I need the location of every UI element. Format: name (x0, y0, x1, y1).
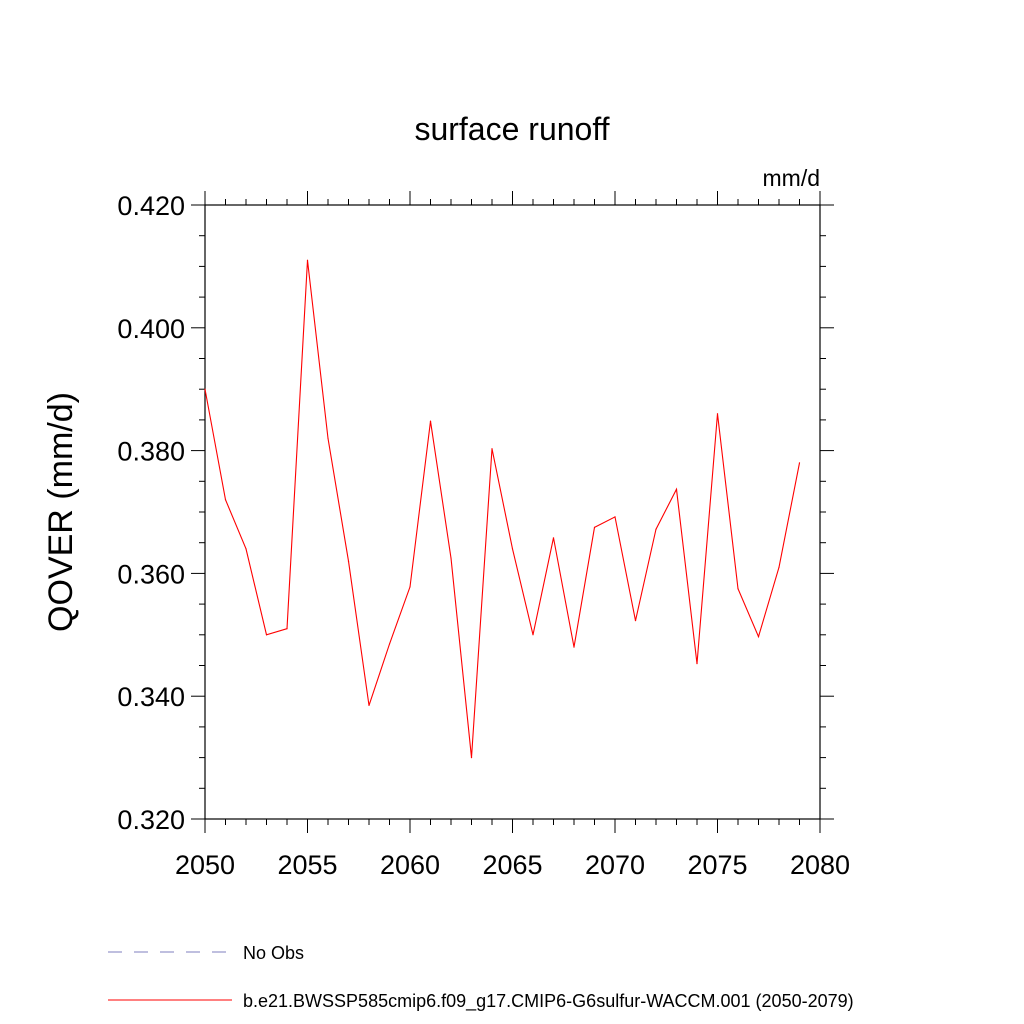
data-point (737, 588, 739, 590)
data-point (306, 259, 309, 261)
y-tick-label: 0.360 (117, 559, 185, 589)
series-layer (204, 259, 801, 759)
series-line (204, 260, 801, 758)
legend-label: b.e21.BWSSP585cmip6.f09_g17.CMIP6-G6sulf… (243, 991, 854, 1012)
data-point (716, 413, 719, 415)
data-point (675, 488, 678, 490)
x-tick-label: 2075 (687, 850, 747, 880)
data-point (532, 634, 534, 636)
data-point (265, 634, 268, 636)
data-point (204, 388, 206, 390)
legend: No Obs b.e21.BWSSP585cmip6.f09_g17.CMIP6-… (108, 943, 854, 1012)
data-point (757, 636, 760, 638)
data-point (778, 566, 780, 568)
x-tick-label: 2055 (277, 850, 337, 880)
data-point (573, 646, 575, 648)
x-tick-label: 2080 (790, 850, 850, 880)
y-tick-label: 0.420 (117, 191, 185, 221)
x-tick-label: 2050 (175, 850, 235, 880)
y-tick-label: 0.320 (117, 805, 185, 835)
plot-frame (204, 204, 821, 820)
data-point (552, 537, 555, 539)
data-point (491, 448, 493, 450)
data-point (327, 437, 329, 439)
chart-title: surface runoff (414, 111, 609, 147)
data-point (511, 548, 514, 550)
data-point (286, 628, 288, 630)
data-point (470, 757, 473, 759)
data-point (593, 526, 596, 528)
data-point (368, 704, 370, 707)
data-point (450, 557, 452, 559)
x-tick-label: 2060 (380, 850, 440, 880)
data-point (388, 643, 391, 645)
data-point (429, 420, 432, 422)
data-point (409, 586, 411, 588)
y-tick-label: 0.340 (117, 682, 185, 712)
y-tick-label: 0.380 (117, 437, 185, 467)
y-axis-label: QOVER (mm/d) (42, 392, 80, 632)
data-point (655, 528, 657, 530)
data-point (245, 548, 247, 550)
x-tick-label: 2065 (482, 850, 542, 880)
ticks-layer: 2050 2055 2060 2065 2070 2075 2080 0.320 0.340 0.… (117, 191, 850, 880)
x-tick-label: 2070 (585, 850, 645, 880)
data-point (798, 462, 801, 464)
legend-label: No Obs (243, 943, 304, 963)
data-point (347, 560, 350, 562)
data-point (614, 516, 616, 518)
data-point (224, 499, 227, 501)
data-point (634, 620, 637, 622)
y-tick-label: 0.400 (117, 314, 185, 344)
data-point (696, 663, 698, 665)
units-label: mm/d (763, 165, 821, 191)
